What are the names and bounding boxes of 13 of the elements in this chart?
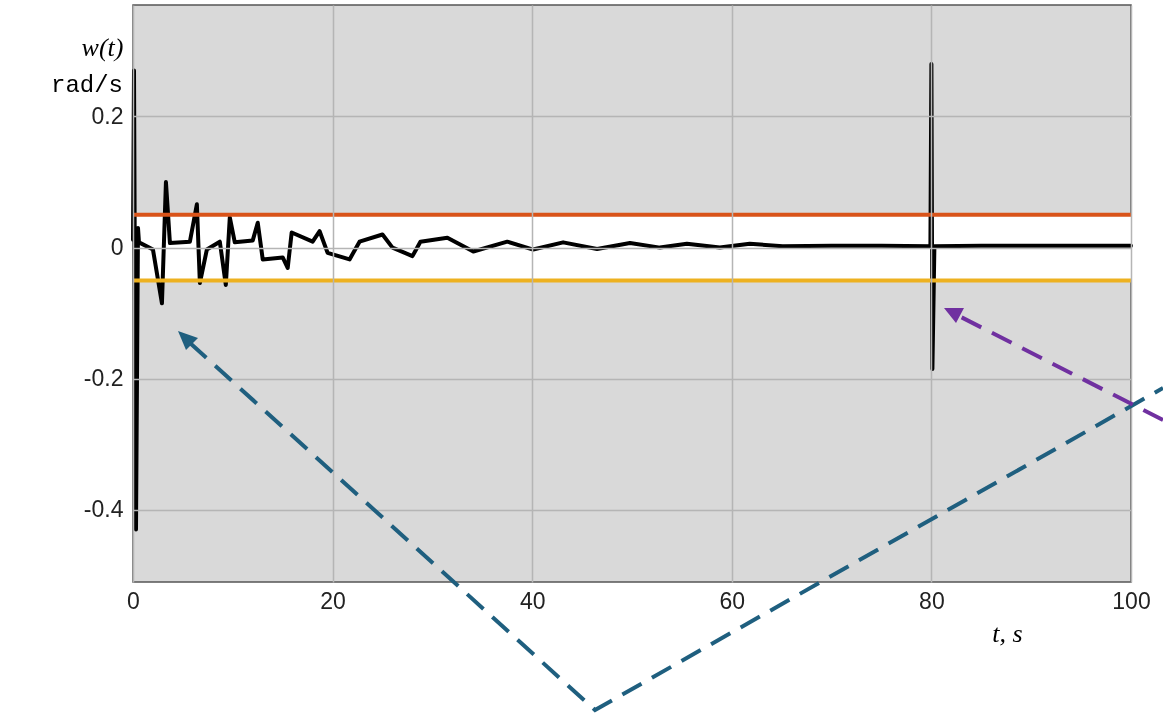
x-tick-label: 20 xyxy=(320,587,346,614)
y-tick-label: 0 xyxy=(110,234,124,261)
y-tick-label: -0.2 xyxy=(83,365,124,392)
y-axis-title: w(t) xyxy=(81,32,124,62)
text: rad/s xyxy=(50,72,123,99)
x-axis-title: t, s xyxy=(992,618,1023,648)
x-tick-label: 80 xyxy=(919,587,945,614)
x-tick-label: 60 xyxy=(719,587,746,614)
x-tick-label: 40 xyxy=(519,587,546,614)
x-tick-label: 100 xyxy=(1112,587,1151,614)
y-tick-label: 0.2 xyxy=(91,102,124,129)
line-series xyxy=(131,62,1133,532)
y-tick-label: -0.4 xyxy=(83,496,124,523)
